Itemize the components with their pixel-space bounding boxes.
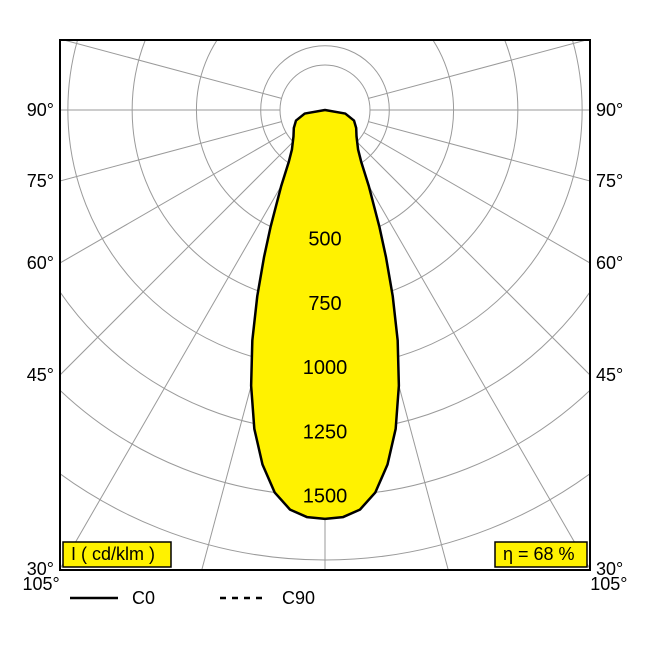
photometric-polar-chart: 500750100012501500 30°45°60°75°90°105° 3… xyxy=(0,0,650,650)
unit-label-box: I ( cd/klm ) xyxy=(63,542,171,567)
ring-label: 1000 xyxy=(303,357,348,379)
efficiency-label-text: η = 68 % xyxy=(503,544,575,564)
angle-label: 105° xyxy=(590,574,627,594)
angle-label: 75° xyxy=(596,171,623,191)
ring-label: 750 xyxy=(308,293,341,315)
ring-label: 1250 xyxy=(303,421,348,443)
efficiency-label-box: η = 68 % xyxy=(495,542,587,567)
angle-label: 60° xyxy=(596,253,623,273)
angle-labels-right: 30°45°60°75°90°105° xyxy=(590,100,627,594)
angle-label: 75° xyxy=(27,171,54,191)
ring-label: 1500 xyxy=(303,486,348,508)
angle-labels-left: 30°45°60°75°90°105° xyxy=(23,100,60,594)
angle-label: 90° xyxy=(27,100,54,120)
legend-label: C90 xyxy=(282,588,315,608)
legend: C0 C90 xyxy=(70,588,315,608)
legend-label: C0 xyxy=(132,588,155,608)
angle-label: 45° xyxy=(27,365,54,385)
angle-label: 60° xyxy=(27,253,54,273)
unit-label-text: I ( cd/klm ) xyxy=(71,544,155,564)
ring-label: 500 xyxy=(308,229,341,251)
angle-label: 90° xyxy=(596,100,623,120)
angle-label: 105° xyxy=(23,574,60,594)
angle-label: 45° xyxy=(596,365,623,385)
